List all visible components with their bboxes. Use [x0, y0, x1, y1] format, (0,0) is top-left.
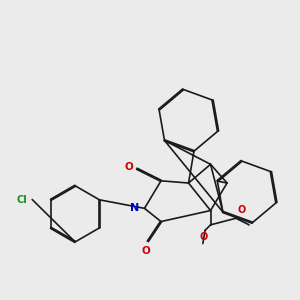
Text: O: O [199, 232, 208, 242]
Text: O: O [125, 162, 134, 172]
Text: O: O [238, 205, 246, 215]
Text: Cl: Cl [16, 194, 27, 205]
Text: N: N [130, 203, 140, 213]
Text: O: O [142, 246, 151, 256]
